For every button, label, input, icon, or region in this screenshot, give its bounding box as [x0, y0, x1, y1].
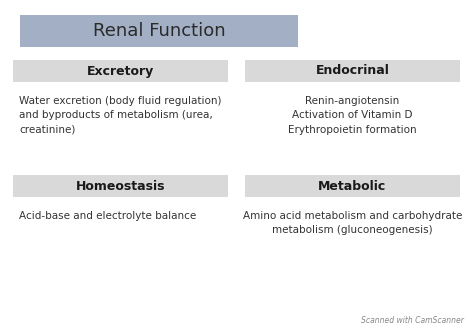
Text: Homeostasis: Homeostasis: [76, 180, 165, 193]
FancyBboxPatch shape: [20, 15, 298, 47]
Text: Metabolic: Metabolic: [319, 180, 387, 193]
Text: Endocrinal: Endocrinal: [316, 65, 390, 77]
Text: Water excretion (body fluid regulation)
and byproducts of metabolism (urea,
crea: Water excretion (body fluid regulation) …: [19, 96, 221, 135]
Text: Renin-angiotensin
Activation of Vitamin D
Erythropoietin formation: Renin-angiotensin Activation of Vitamin …: [288, 96, 417, 135]
Text: Scanned with CamScanner: Scanned with CamScanner: [361, 316, 464, 325]
FancyBboxPatch shape: [13, 175, 228, 197]
Text: Amino acid metabolism and carbohydrate
metabolism (gluconeogenesis): Amino acid metabolism and carbohydrate m…: [243, 211, 462, 236]
FancyBboxPatch shape: [245, 175, 460, 197]
Text: Excretory: Excretory: [87, 65, 154, 77]
Text: Renal Function: Renal Function: [93, 22, 225, 40]
FancyBboxPatch shape: [13, 60, 228, 82]
FancyBboxPatch shape: [245, 60, 460, 82]
Text: Acid-base and electrolyte balance: Acid-base and electrolyte balance: [19, 211, 196, 221]
